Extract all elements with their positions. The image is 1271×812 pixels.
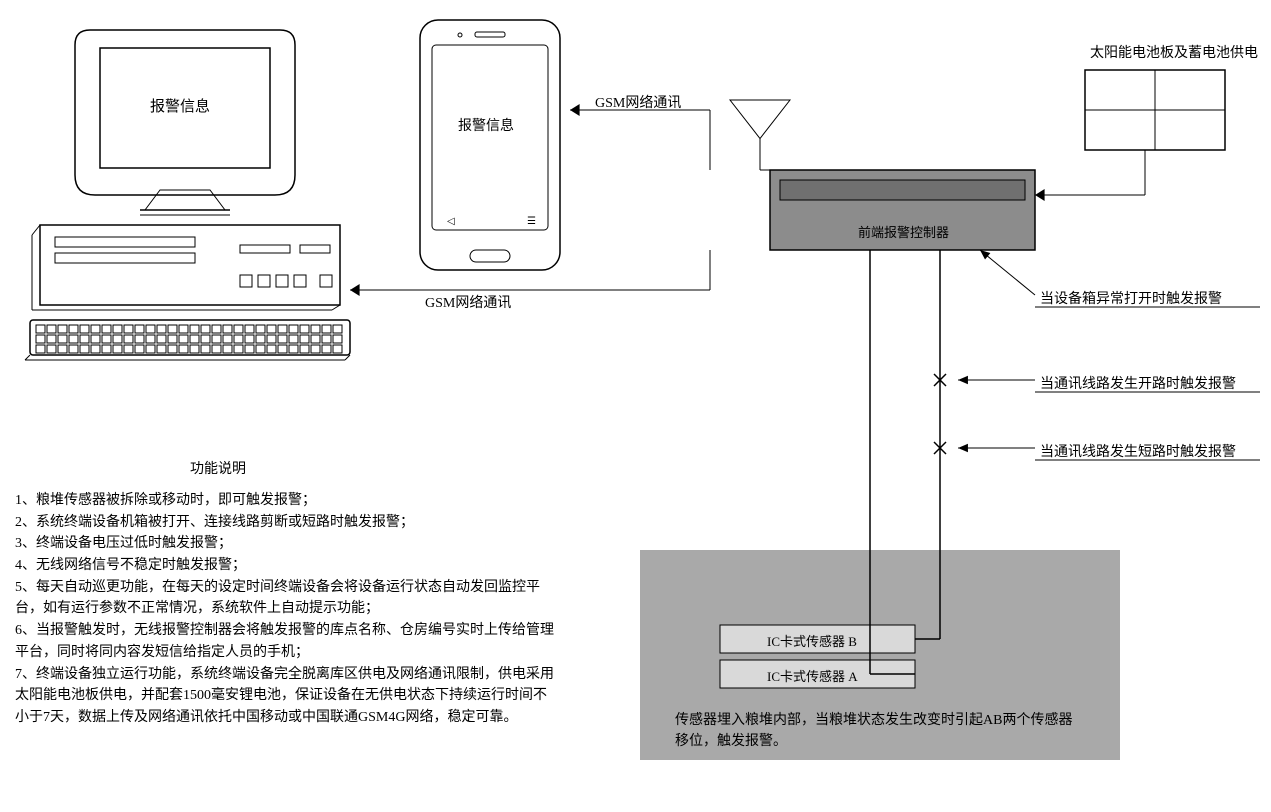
svg-text:☰: ☰ xyxy=(527,216,536,227)
func-body: 1、粮堆传感器被拆除或移动时，即可触发报警； 2、系统终端设备机箱被打开、连接线… xyxy=(15,490,555,729)
svg-text:◁: ◁ xyxy=(447,216,455,227)
solar-label: 太阳能电池板及蓄电池供电 xyxy=(1090,42,1258,62)
func-title: 功能说明 xyxy=(190,458,246,478)
sensor-b-label: IC卡式传感器 B xyxy=(767,631,857,650)
annotation-short-circuit: 当通讯线路发生短路时触发报警 xyxy=(1040,441,1236,461)
gsm-label-bottom: GSM网络通讯 xyxy=(425,292,511,312)
sensor-a-label: IC卡式传感器 A xyxy=(767,666,858,685)
annotation-open-circuit: 当通讯线路发生开路时触发报警 xyxy=(1040,373,1236,393)
monitor-label: 报警信息 xyxy=(150,95,210,116)
controller-label: 前端报警控制器 xyxy=(858,222,949,241)
sensor-note: 传感器埋入粮堆内部，当粮堆状态发生改变时引起AB两个传感器移位，触发报警。 xyxy=(675,710,1085,752)
phone-label: 报警信息 xyxy=(458,115,514,135)
annotation-box-open: 当设备箱异常打开时触发报警 xyxy=(1040,288,1222,308)
gsm-label-top: GSM网络通讯 xyxy=(595,92,681,112)
